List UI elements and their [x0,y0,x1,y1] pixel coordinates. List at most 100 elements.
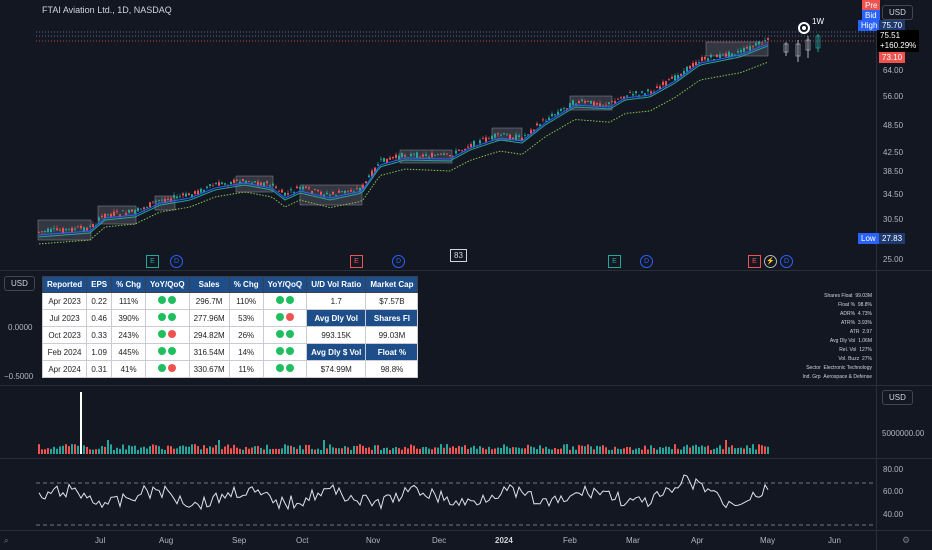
volume-bar [614,446,616,454]
rsi-axis-label: 80.00 [883,465,904,474]
candle-body [608,102,610,105]
candle-body [440,153,442,155]
chart-title[interactable]: FTAI Aviation Ltd., 1D, NASDAQ [42,5,172,15]
volume-bar [722,449,724,454]
sales-chg-cell: 53% [228,309,264,327]
candle-body [431,152,433,158]
rsi-chart[interactable] [0,459,876,530]
candle-body [437,154,439,156]
volume-bar [152,444,154,454]
settings-gear-icon[interactable]: ⚙ [902,535,911,545]
volume-bar [200,449,202,454]
volume-bar [527,444,529,454]
currency-button[interactable]: USD [882,390,913,405]
volume-bar [344,445,346,454]
time-axis-label: Oct [296,536,309,545]
candle-body [764,40,766,41]
volume-bar [704,446,706,454]
volume-bar [308,444,310,454]
candle-body [248,181,250,182]
candle-body [170,198,172,202]
stat-row: Ind. Grp Aerospace & Defense [802,374,873,380]
volume-bar [209,446,211,454]
status-dot [158,313,167,321]
earnings-icon[interactable]: E [608,255,621,268]
eps-cell: 0.46 [86,309,113,327]
candle-body [44,230,46,232]
stat-row: Sector Electronic Technology [806,365,872,371]
pane-divider[interactable] [0,385,932,386]
volume-bar [311,448,313,454]
earnings-icon[interactable]: E [146,255,159,268]
candle-body [386,158,388,164]
status-dot [158,296,167,304]
volume-bar [449,447,451,454]
volume-bar [725,440,727,454]
candle-body [686,66,688,72]
candle-body [518,135,520,138]
volume-bar [212,447,214,454]
earnings-icon[interactable]: E [350,255,363,268]
volume-bar [689,447,691,454]
candle-body [257,181,259,185]
price-chart[interactable] [0,0,876,268]
time-axis-label: May [760,536,776,545]
volume-bar [743,448,745,454]
candle-body [665,81,667,86]
candle-body [650,91,652,94]
candle-body [464,149,466,150]
candle-body [542,119,544,121]
status-dot [168,313,177,321]
volume-bar [161,448,163,454]
candle-body [752,46,754,48]
volume-bar [86,446,88,454]
volume-bar [242,449,244,454]
sales-cell: 316.54M [188,343,230,361]
dividend-icon[interactable]: D [392,255,405,268]
candle-body [299,187,301,189]
candle-body [728,51,730,57]
candle-body [554,114,556,116]
currency-button[interactable]: USD [4,276,35,291]
dividend-icon[interactable]: D [170,255,183,268]
volume-bar [539,445,541,454]
target-icon[interactable] [798,22,810,34]
candle-body [200,188,202,193]
candle-body [101,215,103,217]
candle-body [590,100,592,104]
timezone-icon[interactable]: ⌕ [4,536,9,545]
volume-bar [290,445,292,454]
bars-count-badge[interactable]: 83 [450,249,467,262]
dividend-icon[interactable]: D [780,255,793,268]
currency-button[interactable]: USD [882,5,913,20]
volume-bar [674,444,676,454]
volume-bar [572,446,574,454]
volume-bar [647,449,649,454]
volume-bar [248,448,250,454]
candle-body [569,103,571,108]
candle-body [92,224,94,227]
fundamentals-table: Reported EPS % Chg YoY/QoQ Sales % Chg Y… [41,276,419,378]
candle-body [311,190,313,194]
candle-body [302,186,304,190]
volume-bar [557,449,559,454]
column-header: Sales [188,276,230,293]
split-icon[interactable]: ⚡ [764,255,777,268]
volume-bar [638,447,640,454]
earnings-icon[interactable]: E [748,255,761,268]
ask-price-tag: 73.10 [879,52,906,63]
candle-body [374,167,376,172]
volume-bar [737,447,739,454]
pane-divider[interactable] [0,458,932,459]
candle-body [758,41,760,45]
volume-bar [701,445,703,454]
volume-chart[interactable] [0,386,876,458]
side-value: $7.57B [365,292,419,310]
dividend-icon[interactable]: D [640,255,653,268]
pane-divider[interactable] [0,270,932,271]
candle-body [167,198,169,200]
volume-bar [335,448,337,454]
candle-body [308,187,310,189]
volume-bar [581,445,583,454]
candle-body [623,96,625,99]
